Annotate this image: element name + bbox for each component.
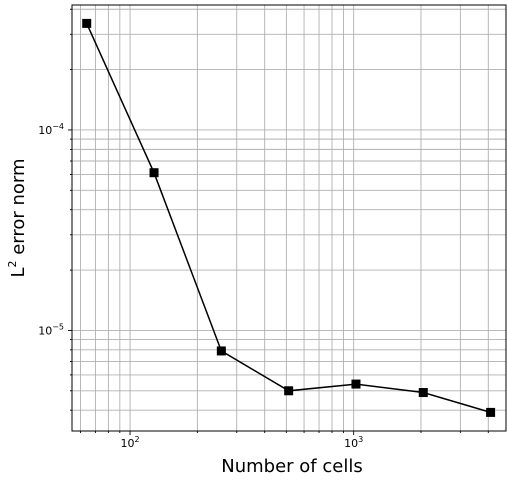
series-line xyxy=(86,23,491,414)
y-axis-label: L2 error norm xyxy=(6,158,29,277)
x-tick-label: 103 xyxy=(344,435,363,450)
data-point-marker xyxy=(82,18,92,28)
data-point-marker xyxy=(486,407,496,417)
data-series xyxy=(82,18,496,417)
grid xyxy=(72,5,506,431)
y-tick-label: 10−4 xyxy=(38,122,64,137)
axis-ticks: 102 103 10−5 10−4 xyxy=(38,8,489,450)
data-point-marker xyxy=(149,168,159,178)
plot-area-frame xyxy=(71,4,507,432)
y-tick-label: 10−5 xyxy=(38,322,64,337)
data-point-marker xyxy=(284,386,294,396)
data-point-marker xyxy=(351,379,361,389)
data-point-marker xyxy=(216,346,226,356)
x-axis-label: Number of cells xyxy=(221,456,362,477)
x-tick-label: 102 xyxy=(121,435,140,450)
data-point-marker xyxy=(418,388,428,398)
